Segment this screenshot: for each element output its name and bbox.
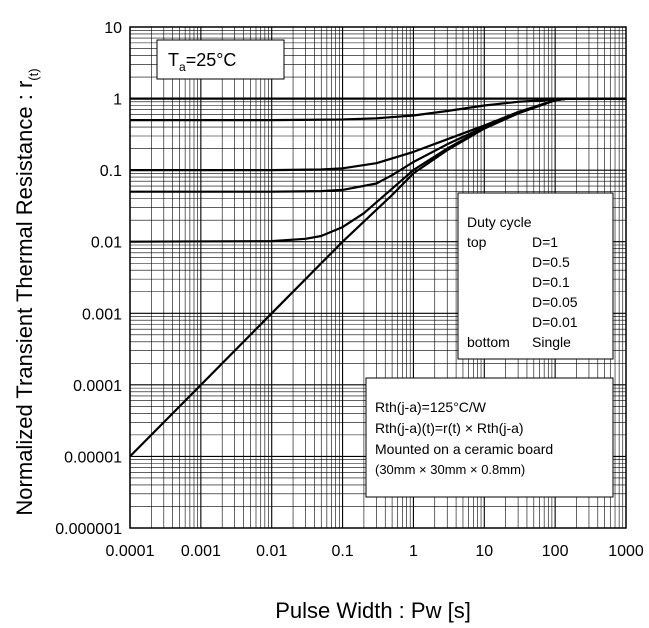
plot-frame [129,26,627,529]
x-tick-label: 0.001 [181,543,221,560]
series-line [129,97,626,458]
y-tick-label: 0.1 [100,163,122,180]
y-tick-label: 0.0001 [73,378,122,395]
legend-entry: Single [532,334,571,350]
y-tick-label: 0.01 [91,235,122,252]
series-line [130,97,626,172]
y-tick-label: 0.001 [82,306,122,323]
x-tick-label: 100 [542,543,569,560]
x-tick-labels: 0.0001 0.001 0.01 0.1 1 10 100 1000 [106,543,644,560]
legend-top-label: top [467,234,487,250]
x-tick-label: 0.0001 [106,543,155,560]
ambient-rest: =25°C [186,50,237,70]
svg-text:Normalized Transient Thermal R: Normalized Transient Thermal Resistance … [12,68,41,515]
legend-box: Duty cycle top D=1 D=0.5 D=0.1 D=0.05 D=… [457,192,614,360]
notes-box: Rth(j-a)=125°C/W Rth(j-a)(t)=r(t) × Rth(… [365,377,614,498]
note-board-size: (30mm × 30mm × 0.8mm) [375,462,525,477]
ambient-label: Ta=25°C [168,50,236,74]
y-axis-title-main: Normalized Transient Thermal Resistance … [12,81,37,516]
legend-entry: D=1 [532,234,558,250]
legend-entry: D=0.01 [532,314,578,330]
series-line [130,97,626,193]
y-tick-label: 10 [104,20,122,37]
legend-bottom-label: bottom [467,334,510,350]
x-tick-label: 10 [475,543,493,560]
x-tick-label: 1 [409,543,418,560]
note-mounted: Mounted on a ceramic board [375,441,553,457]
legend-title: Duty cycle [467,214,532,230]
y-axis-title-sub: (t) [26,68,41,80]
legend-entry: D=0.5 [532,254,570,270]
note-formula: Rth(j-a)(t)=r(t) × Rth(j-a) [375,420,524,436]
x-tick-label: 0.01 [256,543,287,560]
ambient-main: T [168,50,179,70]
y-tick-label: 0.000001 [55,521,122,538]
x-axis-title: Pulse Width : Pw [s] [275,598,471,623]
ambient-box: Ta=25°C [156,39,285,80]
ambient-sub: a [179,60,186,74]
series-lines [129,97,626,458]
note-rth: Rth(j-a)=125°C/W [375,399,487,415]
y-tick-label: 0.00001 [64,449,122,466]
y-tick-label: 1 [113,92,122,109]
x-tick-label: 0.1 [331,543,353,560]
x-tick-label: 1000 [608,543,644,560]
legend-entry: D=0.1 [532,274,570,290]
y-axis-title: Normalized Transient Thermal Resistance … [12,68,41,515]
y-tick-labels: 0.000001 0.00001 0.0001 0.001 0.01 0.1 1 10 [55,20,122,538]
legend-entry: D=0.05 [532,294,578,310]
